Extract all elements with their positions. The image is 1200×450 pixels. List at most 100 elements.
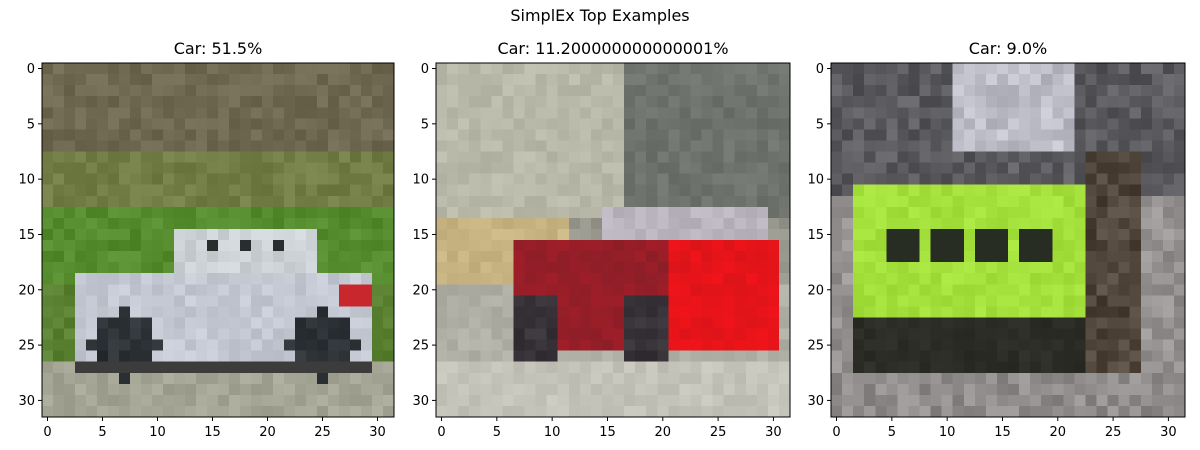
image-pixel <box>996 295 1009 307</box>
image-pixel <box>361 306 373 319</box>
image-pixel <box>229 328 241 341</box>
image-pixel <box>130 63 142 75</box>
image-pixel <box>75 262 87 274</box>
image-pixel <box>590 162 603 175</box>
image-pixel <box>361 140 373 153</box>
image-pixel <box>152 394 164 407</box>
image-pixel <box>985 151 998 164</box>
image-pixel <box>657 118 669 130</box>
image-pixel <box>712 273 725 285</box>
image-pixel <box>1129 394 1142 407</box>
image-pixel <box>1019 140 1031 153</box>
image-pixel <box>1151 107 1164 119</box>
image-pixel <box>372 63 384 75</box>
image-pixel <box>229 206 241 219</box>
image-pixel <box>185 118 197 130</box>
image-pixel <box>262 328 274 341</box>
image-pixel <box>295 262 307 274</box>
image-pixel <box>185 162 197 175</box>
image-pixel <box>1107 361 1120 374</box>
image-pixel <box>218 295 230 307</box>
image-pixel <box>864 140 876 153</box>
image-pixel <box>284 173 296 186</box>
image-pixel <box>207 350 219 363</box>
image-pixel <box>568 405 581 418</box>
image-pixel <box>163 273 175 285</box>
image-pixel <box>590 151 603 164</box>
image-pixel <box>53 306 65 319</box>
image-pixel <box>108 217 120 230</box>
image-pixel <box>767 217 780 230</box>
image-pixel <box>1085 118 1098 130</box>
image-pixel <box>1085 317 1098 330</box>
image-pixel <box>712 361 725 374</box>
image-pixel <box>130 96 142 108</box>
image-pixel <box>963 339 976 352</box>
image-pixel <box>240 63 252 75</box>
image-pixel <box>635 96 647 108</box>
image-pixel <box>372 118 384 130</box>
image-pixel <box>745 350 758 363</box>
y-tick-label: 15 <box>807 228 824 243</box>
image-pixel <box>108 394 120 407</box>
image-pixel <box>668 85 680 97</box>
image-pixel <box>163 162 175 175</box>
image-pixel <box>130 361 142 374</box>
image-pixel <box>97 361 109 374</box>
image-pixel <box>1118 96 1131 108</box>
image-pixel <box>908 394 921 407</box>
image-pixel <box>930 184 943 197</box>
image-pixel <box>130 140 142 153</box>
image-pixel <box>886 372 898 385</box>
image-pixel <box>502 140 515 153</box>
image-pixel <box>229 405 241 418</box>
image-pixel <box>480 262 492 274</box>
image-pixel <box>436 295 448 307</box>
image-pixel <box>524 140 537 153</box>
image-pixel <box>546 107 559 119</box>
image-pixel <box>1052 151 1064 164</box>
image-pixel <box>590 118 603 130</box>
image-pixel <box>1008 162 1020 175</box>
image-pixel <box>328 251 340 263</box>
image-pixel <box>513 151 526 164</box>
image-pixel <box>668 372 680 385</box>
image-pixel <box>152 405 164 418</box>
image-pixel <box>963 63 976 75</box>
image-pixel <box>458 372 470 385</box>
image-pixel <box>284 151 296 164</box>
image-pixel <box>864 262 876 274</box>
image-pixel <box>842 372 854 385</box>
image-pixel <box>262 284 274 296</box>
image-pixel <box>284 195 296 208</box>
image-pixel <box>1107 328 1120 341</box>
image-pixel <box>1052 240 1064 252</box>
image-pixel <box>613 63 625 75</box>
image-pixel <box>1041 273 1053 285</box>
image-pixel <box>712 184 725 197</box>
image-pixel <box>535 361 548 374</box>
image-pixel <box>306 228 318 241</box>
image-pixel <box>930 228 943 241</box>
image-pixel <box>897 74 910 86</box>
image-pixel <box>251 284 263 296</box>
image-pixel <box>535 217 548 230</box>
image-pixel <box>831 361 843 374</box>
image-pixel <box>86 195 98 208</box>
image-pixel <box>546 206 559 219</box>
image-pixel <box>108 328 120 341</box>
image-pixel <box>613 240 625 252</box>
image-pixel <box>613 96 625 108</box>
image-pixel <box>1041 74 1053 86</box>
image-pixel <box>75 195 87 208</box>
image-pixel <box>262 383 274 396</box>
image-pixel <box>513 284 526 296</box>
image-pixel <box>875 328 887 341</box>
image-pixel <box>251 74 263 86</box>
image-pixel <box>646 240 658 252</box>
image-pixel <box>229 140 241 153</box>
image-pixel <box>756 372 769 385</box>
image-pixel <box>535 63 548 75</box>
image-pixel <box>712 405 725 418</box>
image-pixel <box>985 295 998 307</box>
